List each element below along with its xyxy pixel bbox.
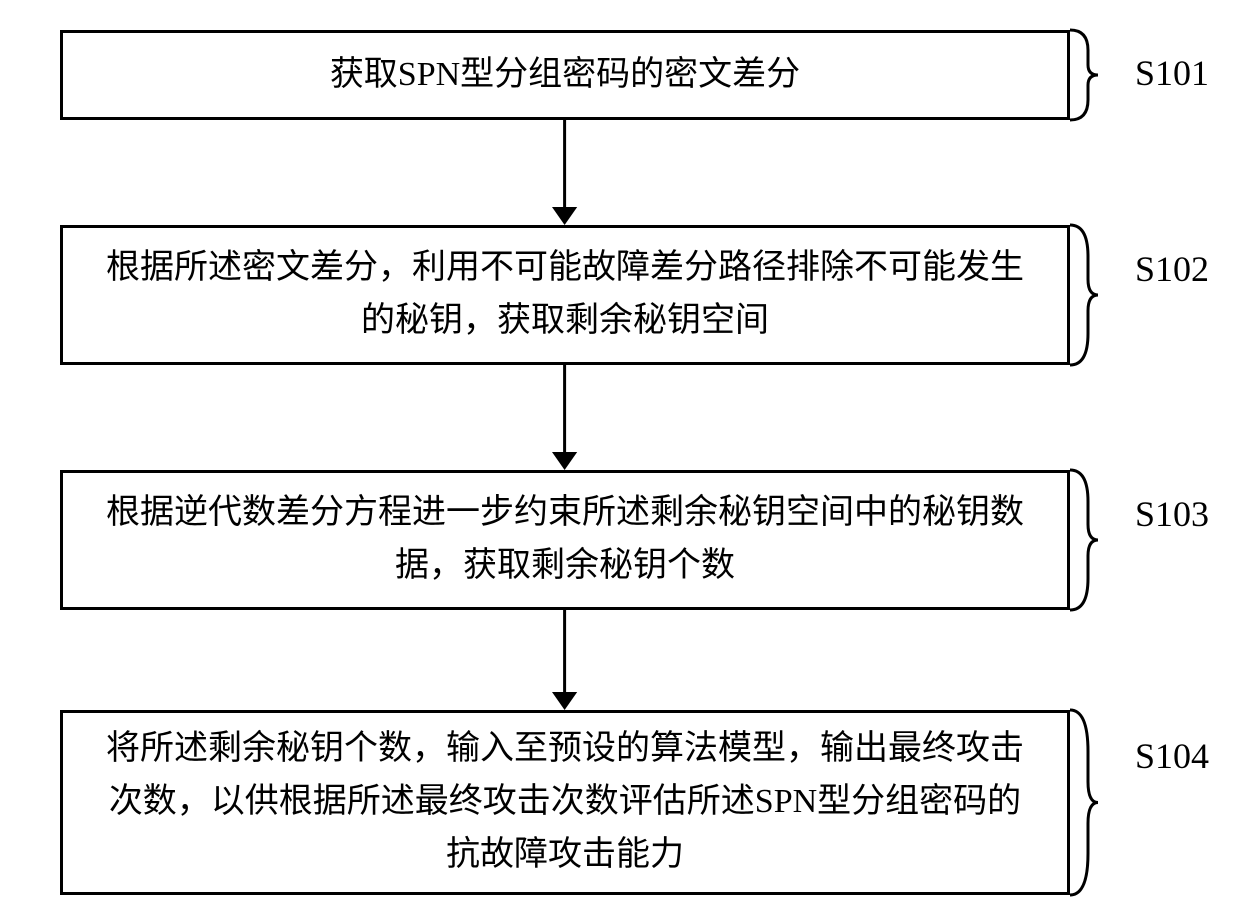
step-box-s104: 将所述剩余秘钥个数，输入至预设的算法模型，输出最终攻击次数，以供根据所述最终攻击… bbox=[60, 710, 1070, 895]
brace-s101 bbox=[1070, 27, 1104, 123]
step-box-s102: 根据所述密文差分，利用不可能故障差分路径排除不可能发生的秘钥，获取剩余秘钥空间 bbox=[60, 225, 1070, 365]
brace-s102 bbox=[1070, 222, 1104, 368]
arrow-s103-s104 bbox=[550, 610, 579, 710]
step-box-s103: 根据逆代数差分方程进一步约束所述剩余秘钥空间中的秘钥数据，获取剩余秘钥个数 bbox=[60, 470, 1070, 610]
brace-s104 bbox=[1070, 707, 1104, 898]
arrow-s102-s103 bbox=[550, 365, 579, 470]
step-text-s101: 获取SPN型分组密码的密文差分 bbox=[330, 49, 800, 102]
step-label-s101: S101 bbox=[1135, 52, 1209, 94]
step-text-s102: 根据所述密文差分，利用不可能故障差分路径排除不可能发生的秘钥，获取剩余秘钥空间 bbox=[103, 242, 1027, 347]
arrow-s101-s102 bbox=[550, 120, 579, 225]
step-box-s101: 获取SPN型分组密码的密文差分 bbox=[60, 30, 1070, 120]
step-label-s104: S104 bbox=[1135, 735, 1209, 777]
step-label-s102: S102 bbox=[1135, 248, 1209, 290]
step-text-s104: 将所述剩余秘钥个数，输入至预设的算法模型，输出最终攻击次数，以供根据所述最终攻击… bbox=[103, 723, 1027, 881]
flowchart-canvas: 获取SPN型分组密码的密文差分 S101 根据所述密文差分，利用不可能故障差分路径排… bbox=[0, 0, 1240, 867]
step-label-s103: S103 bbox=[1135, 493, 1209, 535]
brace-s103 bbox=[1070, 467, 1104, 613]
step-text-s103: 根据逆代数差分方程进一步约束所述剩余秘钥空间中的秘钥数据，获取剩余秘钥个数 bbox=[103, 487, 1027, 592]
